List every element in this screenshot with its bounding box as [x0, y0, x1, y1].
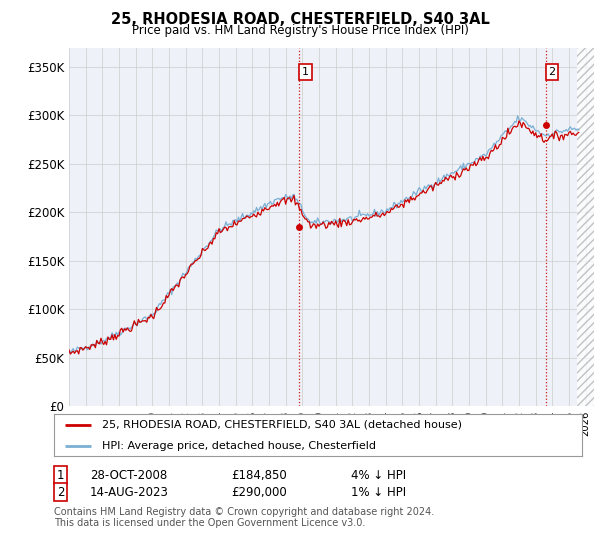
Text: 28-OCT-2008: 28-OCT-2008 [90, 469, 167, 482]
Text: 25, RHODESIA ROAD, CHESTERFIELD, S40 3AL (detached house): 25, RHODESIA ROAD, CHESTERFIELD, S40 3AL… [101, 420, 461, 430]
Text: 1% ↓ HPI: 1% ↓ HPI [351, 486, 406, 498]
Bar [577, 48, 594, 406]
Text: £184,850: £184,850 [231, 469, 287, 482]
Text: 2: 2 [548, 67, 556, 77]
Text: 1: 1 [302, 67, 309, 77]
Text: 2: 2 [57, 486, 65, 498]
Text: 1: 1 [57, 469, 65, 482]
Text: HPI: Average price, detached house, Chesterfield: HPI: Average price, detached house, Ches… [101, 441, 376, 451]
Text: 4% ↓ HPI: 4% ↓ HPI [351, 469, 406, 482]
Text: Contains HM Land Registry data © Crown copyright and database right 2024.
This d: Contains HM Land Registry data © Crown c… [54, 507, 434, 529]
Text: £290,000: £290,000 [231, 486, 287, 498]
Text: 14-AUG-2023: 14-AUG-2023 [90, 486, 169, 498]
Text: 25, RHODESIA ROAD, CHESTERFIELD, S40 3AL: 25, RHODESIA ROAD, CHESTERFIELD, S40 3AL [110, 12, 490, 27]
Text: Price paid vs. HM Land Registry's House Price Index (HPI): Price paid vs. HM Land Registry's House … [131, 24, 469, 36]
